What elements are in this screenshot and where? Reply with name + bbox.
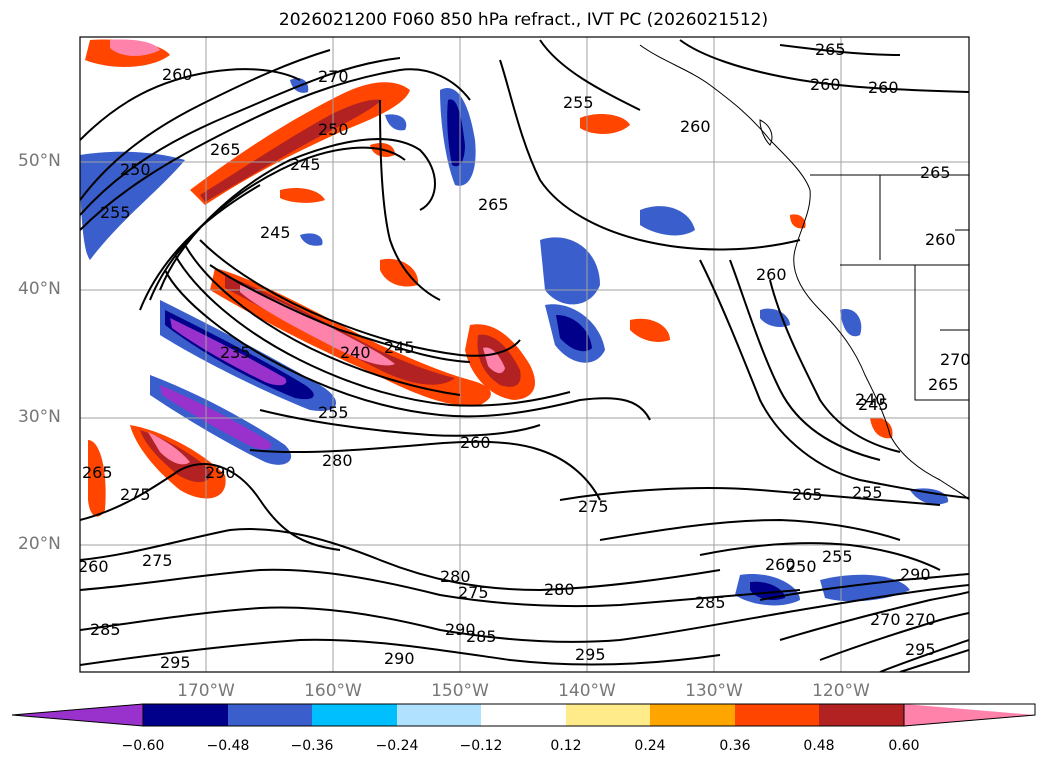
lon-label: 150°W <box>431 681 489 701</box>
contour-label: 260 <box>460 433 491 452</box>
contour-label: 245 <box>384 338 415 357</box>
contour-label: 290 <box>205 463 236 482</box>
lon-label: 160°W <box>304 681 362 701</box>
contour-label: 270 <box>940 350 971 369</box>
colorbar-tick-label: −0.48 <box>206 738 250 754</box>
lat-label: 20°N <box>18 534 61 554</box>
lon-label: 170°W <box>177 681 235 701</box>
contour-label: 260 <box>810 75 841 94</box>
colorbar-tick-label: 0.48 <box>803 738 835 754</box>
colorbar-tick-label: 0.60 <box>888 738 920 754</box>
contour-label: 260 <box>765 555 796 574</box>
contour-label: 260 <box>868 78 899 97</box>
lon-label: 120°W <box>812 681 870 701</box>
lon-label: 140°W <box>558 681 616 701</box>
contour-label: 275 <box>458 583 489 602</box>
contour-label: 295 <box>905 640 936 659</box>
colorbar-extend-min <box>12 704 143 726</box>
lat-label: 50°N <box>18 151 61 171</box>
contour-label: 270 <box>318 67 349 86</box>
contour-label: 290 <box>384 649 415 668</box>
contour-label: 280 <box>322 451 353 470</box>
contour-label: 280 <box>544 580 575 599</box>
contour-label: 290 <box>900 565 931 584</box>
contour-label: 265 <box>210 140 241 159</box>
contour-label: 245 <box>858 395 889 414</box>
coastline <box>639 44 969 501</box>
contour-label: 275 <box>120 485 151 504</box>
colorbar-tick-label: 0.24 <box>634 738 666 754</box>
colorbar-segment <box>397 704 481 726</box>
colorbar-segment <box>228 704 312 726</box>
contour-label: 240 <box>340 343 371 362</box>
contour-label: 275 <box>142 551 173 570</box>
colorbar-tick-label: −0.60 <box>121 738 165 754</box>
contour-label: 250 <box>120 160 151 179</box>
colorbar-tick-label: −0.12 <box>459 738 503 754</box>
colorbar-segment <box>735 704 819 726</box>
contour-label: 270 <box>905 610 936 629</box>
contour-label: 270 <box>870 610 901 629</box>
contour-label: 265 <box>792 485 823 504</box>
colorbar-extend-max <box>904 704 1035 726</box>
contour-label: 260 <box>925 230 956 249</box>
contour-label: 265 <box>82 463 113 482</box>
colorbar-tick-label: 0.36 <box>719 738 751 754</box>
colorbar-segment <box>819 704 904 726</box>
lon-label: 130°W <box>685 681 743 701</box>
contour-label: 260 <box>756 265 787 284</box>
contour-label: 265 <box>928 375 959 394</box>
contour-label: 260 <box>78 557 109 576</box>
contour-label: 235 <box>220 343 251 362</box>
contour-label: 255 <box>822 547 853 566</box>
colorbar-tick-label: −0.36 <box>290 738 334 754</box>
map-title: 2026021200 F060 850 hPa refract., IVT PC… <box>278 10 769 30</box>
contour-label: 265 <box>815 40 846 59</box>
contour-label: 260 <box>162 65 193 84</box>
contour-label: 255 <box>563 93 594 112</box>
contour-label: 285 <box>90 620 121 639</box>
contour-labels: 260 265 260 270 250 245 265 260 255 255 … <box>78 40 971 672</box>
height-contours <box>80 39 969 672</box>
contour-label: 255 <box>100 203 131 222</box>
contour-label: 245 <box>290 155 321 174</box>
contour-label: 250 <box>318 120 349 139</box>
contour-label: 295 <box>575 645 606 664</box>
colorbar-segment <box>481 704 566 726</box>
contour-label: 250 <box>786 557 817 576</box>
contour-label: 285 <box>695 593 726 612</box>
contour-label: 290 <box>445 620 476 639</box>
anomaly-shading <box>80 39 949 606</box>
contour-label: 260 <box>680 117 711 136</box>
contour-label: 255 <box>318 403 349 422</box>
lat-label: 30°N <box>18 407 61 427</box>
colorbar-segment <box>566 704 650 726</box>
contour-label: 280 <box>440 567 471 586</box>
lat-label: 40°N <box>18 279 61 299</box>
contour-label: 275 <box>578 497 609 516</box>
colorbar <box>11 703 1036 727</box>
contour-label: 255 <box>852 483 883 502</box>
contour-label: 265 <box>920 163 951 182</box>
contour-label: 295 <box>160 653 191 672</box>
contour-label: 285 <box>466 627 497 646</box>
colorbar-tick-label: −0.24 <box>375 738 419 754</box>
colorbar-segment <box>650 704 735 726</box>
colorbar-segment <box>312 704 397 726</box>
map-frame <box>79 36 970 673</box>
colorbar-tick-label: 0.12 <box>550 738 582 754</box>
contour-label: 265 <box>478 195 509 214</box>
contour-label: 245 <box>260 223 291 242</box>
contour-label: 240 <box>855 390 886 409</box>
colorbar-segment <box>143 704 228 726</box>
